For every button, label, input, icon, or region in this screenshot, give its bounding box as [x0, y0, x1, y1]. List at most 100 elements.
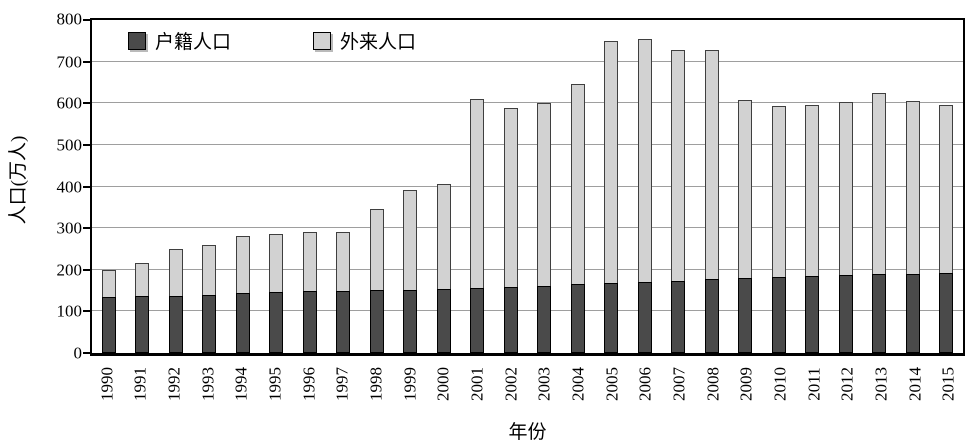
segment-registered — [939, 273, 954, 353]
segment-registered — [570, 284, 585, 353]
bar-cell-2006 — [628, 20, 662, 353]
y-tick-label: 300 — [56, 218, 83, 238]
segment-registered — [604, 283, 619, 353]
segment-registered — [838, 275, 853, 353]
y-axis-tick — [83, 143, 90, 146]
bar-cell-1992 — [159, 20, 193, 353]
stacked-bar-1990 — [101, 270, 116, 353]
x-tick-label: 2004 — [568, 367, 588, 401]
x-tick-label: 2014 — [905, 367, 925, 401]
segment-registered — [470, 288, 485, 353]
stacked-bar-2002 — [503, 108, 518, 353]
bar-cell-1995 — [260, 20, 294, 353]
legend-key-registered-swatch — [128, 31, 146, 50]
y-axis-tick — [83, 227, 90, 230]
x-tick-cell: 2002 — [494, 358, 528, 410]
y-tick-label: 400 — [56, 177, 83, 196]
x-tick-label: 1996 — [299, 367, 319, 401]
stacked-bar-1991 — [135, 263, 150, 353]
y-tick-label: 800 — [56, 9, 83, 29]
legend-item-registered: 户籍人口 — [128, 27, 231, 54]
bar-cell-1997 — [327, 20, 361, 353]
segment-migrant — [403, 190, 418, 290]
x-tick-cell: 2010 — [763, 358, 797, 410]
stacked-bar-2000 — [436, 184, 451, 353]
y-tick-label: 200 — [56, 260, 83, 280]
bar-cell-2012 — [829, 20, 863, 353]
segment-registered — [135, 296, 150, 353]
x-tick-label: 1993 — [198, 367, 218, 401]
gridline — [92, 310, 963, 312]
bar-cell-2001 — [461, 20, 495, 353]
segment-registered — [336, 291, 351, 353]
bar-cell-2005 — [595, 20, 629, 353]
x-tick-cell: 2004 — [561, 358, 595, 410]
y-tick-label: 100 — [56, 301, 83, 321]
stacked-bar-2005 — [604, 41, 619, 353]
stacked-bar-1992 — [168, 249, 183, 353]
x-tick-label: 1998 — [366, 367, 386, 401]
segment-migrant — [637, 39, 652, 282]
x-tick-cell: 2003 — [528, 358, 562, 410]
bar-cell-2010 — [762, 20, 796, 353]
x-tick-label: 1991 — [130, 367, 150, 401]
y-axis-tick — [83, 19, 90, 21]
segment-migrant — [135, 263, 150, 296]
y-axis-tick — [83, 60, 90, 63]
bar-cell-2014 — [896, 20, 930, 353]
y-axis-tick — [83, 352, 90, 354]
segment-migrant — [872, 93, 887, 274]
legend-key-migrant-swatch — [313, 31, 332, 50]
bar-cell-1999 — [394, 20, 428, 353]
x-tick-cell: 2011 — [797, 358, 831, 410]
segment-migrant — [905, 101, 920, 274]
x-tick-label: 2009 — [736, 367, 756, 401]
segment-registered — [101, 297, 116, 353]
x-tick-label: 1997 — [332, 367, 352, 401]
stacked-bar-1996 — [302, 232, 317, 353]
gridline — [92, 268, 963, 270]
gridline — [92, 60, 963, 62]
segment-migrant — [101, 270, 116, 297]
x-tick-cell: 1997 — [326, 358, 360, 410]
segment-migrant — [302, 232, 317, 291]
bar-cell-1993 — [193, 20, 227, 353]
stacked-bar-1995 — [269, 234, 284, 353]
plot-area: 户籍人口 外来人口 — [83, 18, 965, 356]
stacked-bar-2013 — [872, 93, 887, 353]
segment-migrant — [470, 99, 485, 288]
x-tick-label: 2002 — [501, 367, 521, 401]
x-axis-tick-labels: 1990 1991 1992 1993 1994 1995 1996 1997 1998 1999… — [90, 358, 965, 410]
bars-layer — [92, 20, 963, 353]
segment-registered — [503, 287, 518, 353]
stacked-bar-1997 — [336, 232, 351, 353]
x-tick-cell: 2006 — [629, 358, 663, 410]
x-tick-label: 2011 — [804, 367, 824, 401]
stacked-bar-1998 — [369, 209, 384, 353]
segment-migrant — [336, 232, 351, 291]
x-tick-cell: 1993 — [191, 358, 225, 410]
segment-migrant — [805, 105, 820, 276]
x-tick-label: 2013 — [871, 367, 891, 401]
bar-cell-1998 — [360, 20, 394, 353]
bar-cell-1991 — [126, 20, 160, 353]
segment-registered — [202, 295, 217, 353]
y-axis-tick — [83, 268, 90, 271]
bar-cell-2015 — [930, 20, 964, 353]
stacked-bar-2008 — [704, 50, 719, 353]
bar-cell-2003 — [528, 20, 562, 353]
segment-registered — [235, 293, 250, 353]
segment-migrant — [671, 50, 686, 281]
x-tick-cell: 2009 — [729, 358, 763, 410]
segment-migrant — [202, 245, 217, 295]
x-tick-label: 2000 — [433, 367, 453, 401]
segment-registered — [872, 274, 887, 353]
y-tick-label: 700 — [56, 52, 83, 72]
x-tick-cell: 1996 — [292, 358, 326, 410]
x-tick-cell: 2005 — [595, 358, 629, 410]
stacked-bar-2001 — [470, 99, 485, 353]
bar-cell-2009 — [729, 20, 763, 353]
x-tick-cell: 1991 — [124, 358, 158, 410]
stacked-bar-2011 — [805, 105, 820, 353]
x-tick-label: 1994 — [231, 367, 251, 401]
